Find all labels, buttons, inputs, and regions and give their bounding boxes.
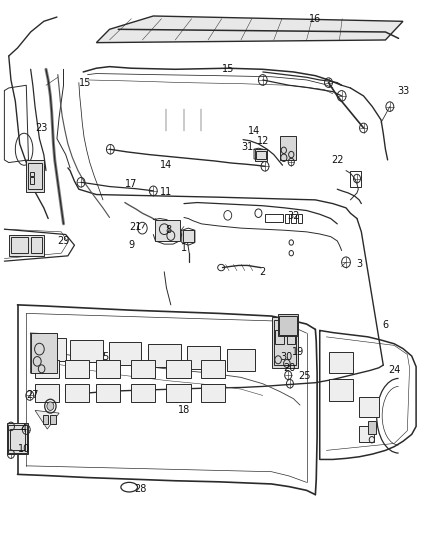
Bar [155, 220, 180, 241]
Text: 22: 22 [331, 155, 343, 165]
Text: 21: 21 [130, 222, 142, 231]
Bar [328, 352, 353, 373]
Bar [227, 349, 255, 371]
Bar [148, 344, 181, 367]
Text: 2: 2 [260, 267, 266, 277]
Text: 3: 3 [356, 259, 362, 269]
Text: 28: 28 [134, 484, 146, 494]
Bar [30, 172, 34, 176]
Text: 9: 9 [128, 240, 134, 250]
Bar [187, 346, 220, 369]
Bar [183, 230, 194, 242]
Bar [291, 214, 296, 223]
Bar [96, 360, 120, 378]
Bar [28, 163, 42, 189]
Bar [9, 235, 44, 256]
Text: 8: 8 [166, 225, 172, 235]
Text: 23: 23 [35, 123, 48, 133]
Bar [131, 384, 155, 402]
Bar [359, 397, 379, 417]
Bar [255, 149, 267, 161]
Text: 6: 6 [382, 320, 389, 330]
Bar [7, 423, 28, 454]
Text: 15: 15 [222, 64, 234, 74]
Bar [274, 320, 296, 365]
Bar [285, 214, 289, 223]
Bar [65, 384, 89, 402]
Bar [50, 415, 56, 424]
Text: 27: 27 [27, 391, 39, 400]
Bar [26, 160, 44, 192]
Text: 17: 17 [125, 179, 138, 189]
Bar [280, 136, 296, 160]
Bar [201, 360, 225, 378]
Bar [287, 330, 295, 344]
Text: 12: 12 [257, 136, 269, 146]
Text: 24: 24 [388, 366, 400, 375]
Bar [275, 330, 284, 344]
Ellipse shape [47, 402, 54, 410]
Bar [298, 214, 302, 223]
Text: 33: 33 [397, 86, 409, 95]
Bar [166, 384, 191, 402]
Bar [278, 314, 298, 336]
Bar [109, 342, 141, 365]
Bar [8, 425, 27, 453]
Bar [201, 384, 225, 402]
Polygon shape [35, 410, 59, 429]
Bar [368, 421, 376, 434]
Bar [43, 415, 48, 424]
Text: 14: 14 [160, 160, 173, 170]
Bar [328, 379, 353, 401]
Bar [35, 338, 66, 361]
Bar [272, 317, 298, 368]
Polygon shape [96, 16, 403, 43]
Text: 20: 20 [283, 363, 295, 373]
Text: 19: 19 [292, 347, 304, 357]
Text: 18: 18 [178, 406, 190, 415]
Text: 15: 15 [79, 78, 92, 87]
Bar [131, 360, 155, 378]
Text: 32: 32 [287, 211, 300, 221]
Bar [265, 214, 283, 222]
Text: 25: 25 [298, 371, 311, 381]
Bar [31, 237, 42, 253]
Bar [30, 177, 34, 184]
Bar [35, 360, 59, 378]
Text: 14: 14 [248, 126, 260, 135]
Bar [359, 426, 374, 442]
Text: 29: 29 [57, 236, 70, 246]
Bar [31, 333, 57, 373]
Bar [256, 151, 266, 159]
Bar [166, 360, 191, 378]
Text: 1: 1 [181, 243, 187, 253]
Bar [350, 171, 361, 187]
Text: 16: 16 [309, 14, 321, 23]
Text: 10: 10 [18, 444, 30, 454]
Bar [65, 360, 89, 378]
Bar [10, 429, 25, 450]
Text: 5: 5 [102, 352, 108, 362]
Text: 30: 30 [281, 352, 293, 362]
Bar [96, 384, 120, 402]
Text: 31: 31 [241, 142, 254, 151]
Bar [70, 340, 103, 362]
Bar [279, 316, 297, 335]
Bar [35, 384, 59, 402]
Text: 4: 4 [21, 424, 27, 434]
Text: 11: 11 [160, 187, 173, 197]
Bar [11, 237, 28, 253]
